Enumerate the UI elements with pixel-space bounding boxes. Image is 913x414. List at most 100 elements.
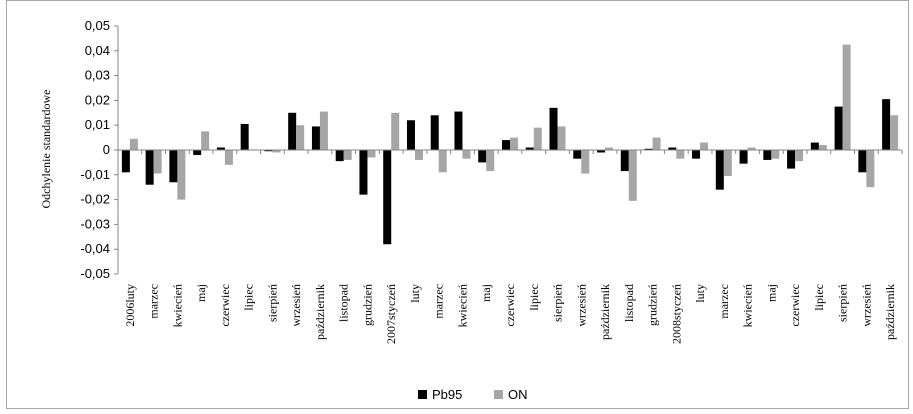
legend: Pb95 ON [418, 387, 528, 402]
bar-pb95-12 [406, 120, 415, 150]
bar-on-14 [462, 150, 471, 159]
x-tick-label: 2007styczeń [384, 284, 398, 344]
x-tick-label: czerwiec [788, 284, 802, 327]
x-tick-label: 2008styczeń [669, 284, 683, 344]
bar-pb95-5 [240, 123, 249, 150]
y-tick-label: -0,04 [80, 241, 110, 256]
bar-on-26 [747, 147, 756, 150]
bar-on-17 [533, 127, 542, 150]
y-tick-label: -0,03 [80, 216, 110, 231]
bar-pb95-15 [478, 150, 487, 163]
x-tick-label: kwiecień [455, 284, 469, 327]
x-tick-label: maj [194, 284, 208, 302]
x-tick-label: maj [479, 284, 493, 302]
bar-pb95-3 [193, 150, 202, 155]
legend-swatch-on [494, 390, 503, 399]
bar-pb95-19 [573, 150, 582, 159]
bar-on-25 [723, 150, 732, 177]
bar-pb95-10 [359, 150, 368, 195]
y-tick-label: 0,03 [85, 68, 110, 83]
bar-pb95-4 [216, 147, 225, 150]
bar-on-6 [272, 150, 281, 153]
x-tick-label: wrzesień [289, 284, 303, 327]
bar-pb95-22 [644, 148, 653, 150]
bar-on-32 [890, 115, 899, 150]
x-tick-label: sierpień [551, 284, 565, 322]
bar-pb95-25 [715, 150, 724, 190]
bar-on-1 [153, 150, 162, 174]
bar-on-20 [605, 147, 614, 150]
x-tick-label: grudzień [646, 284, 660, 326]
bar-pb95-17 [525, 147, 534, 150]
bars [121, 44, 899, 245]
bar-pb95-0 [121, 150, 130, 173]
x-tick-label: wrzesień [574, 284, 588, 327]
bar-on-10 [367, 150, 376, 158]
y-tick-label: -0,05 [80, 266, 110, 281]
x-axis: 2006luty marzec kwiecień maj czerwiec lipiec s… [117, 149, 903, 344]
x-tick-label: czerwiec [218, 284, 232, 327]
bar-on-13 [438, 150, 447, 173]
x-tick-label: październik [313, 284, 327, 340]
x-tick-label: marzec [717, 284, 731, 319]
bar-on-4 [224, 150, 233, 165]
bar-on-8 [319, 111, 328, 150]
x-tick-label: lipiec [812, 284, 826, 311]
bar-pb95-21 [620, 150, 629, 172]
bar-pb95-18 [549, 107, 558, 150]
y-axis-label: Odchylenie standardowe [39, 90, 53, 209]
y-tick-label: 0,02 [85, 92, 110, 107]
x-tick-label: marzec [147, 284, 161, 319]
bar-on-31 [866, 150, 875, 188]
bar-on-15 [486, 150, 495, 172]
x-tick-label: październik [598, 284, 612, 340]
x-tick-label: lipiec [527, 284, 541, 311]
bar-pb95-24 [692, 150, 701, 159]
bar-on-23 [676, 150, 685, 159]
bar-pb95-7 [288, 112, 297, 150]
x-tick-label: luty [408, 284, 422, 303]
bar-pb95-20 [597, 150, 606, 153]
x-tick-label: sierpień [265, 284, 279, 322]
y-tick-label: 0,05 [85, 18, 110, 33]
x-tick-label: kwiecień [170, 284, 184, 327]
bar-on-16 [510, 137, 518, 150]
bar-on-0 [129, 138, 138, 150]
bar-pb95-8 [311, 126, 320, 150]
y-tick-label: -0,02 [80, 192, 110, 207]
bar-pb95-6 [264, 150, 273, 152]
x-tick-label: czerwiec [503, 284, 517, 327]
bar-on-7 [296, 125, 305, 150]
x-tick-label: październik [883, 284, 897, 340]
legend-label-pb95: Pb95 [432, 387, 462, 402]
x-tick-label: listopad [622, 284, 636, 322]
x-tick-label: listopad [337, 284, 351, 322]
bar-on-30 [842, 44, 851, 150]
bar-on-3 [201, 131, 210, 150]
bar-on-19 [581, 150, 590, 174]
x-tick-label: wrzesień [859, 284, 873, 327]
legend-label-on: ON [508, 387, 528, 402]
chart-frame [6, 0, 909, 409]
bar-pb95-26 [739, 150, 748, 164]
x-tick-label: grudzień [360, 284, 374, 326]
bar-pb95-1 [145, 150, 154, 185]
bar-on-24 [700, 142, 709, 150]
bar-on-12 [414, 150, 423, 160]
x-tick-label: maj [764, 284, 778, 302]
y-tick-label: 0,04 [85, 43, 110, 58]
bar-on-11 [391, 112, 400, 150]
bar-pb95-13 [430, 115, 439, 150]
x-tick-label: marzec [432, 284, 446, 319]
x-tick-label: lipiec [242, 284, 256, 311]
bar-pb95-2 [169, 150, 178, 183]
y-tick-label: 0 [103, 142, 110, 157]
bar-on-9 [343, 150, 352, 160]
bar-on-27 [771, 150, 780, 159]
y-tick-label: 0,01 [85, 117, 110, 132]
y-tick-label: -0,01 [80, 167, 110, 182]
x-tick-label: sierpień [836, 284, 850, 322]
x-tick-label: luty [693, 284, 707, 303]
bar-on-21 [628, 150, 637, 201]
